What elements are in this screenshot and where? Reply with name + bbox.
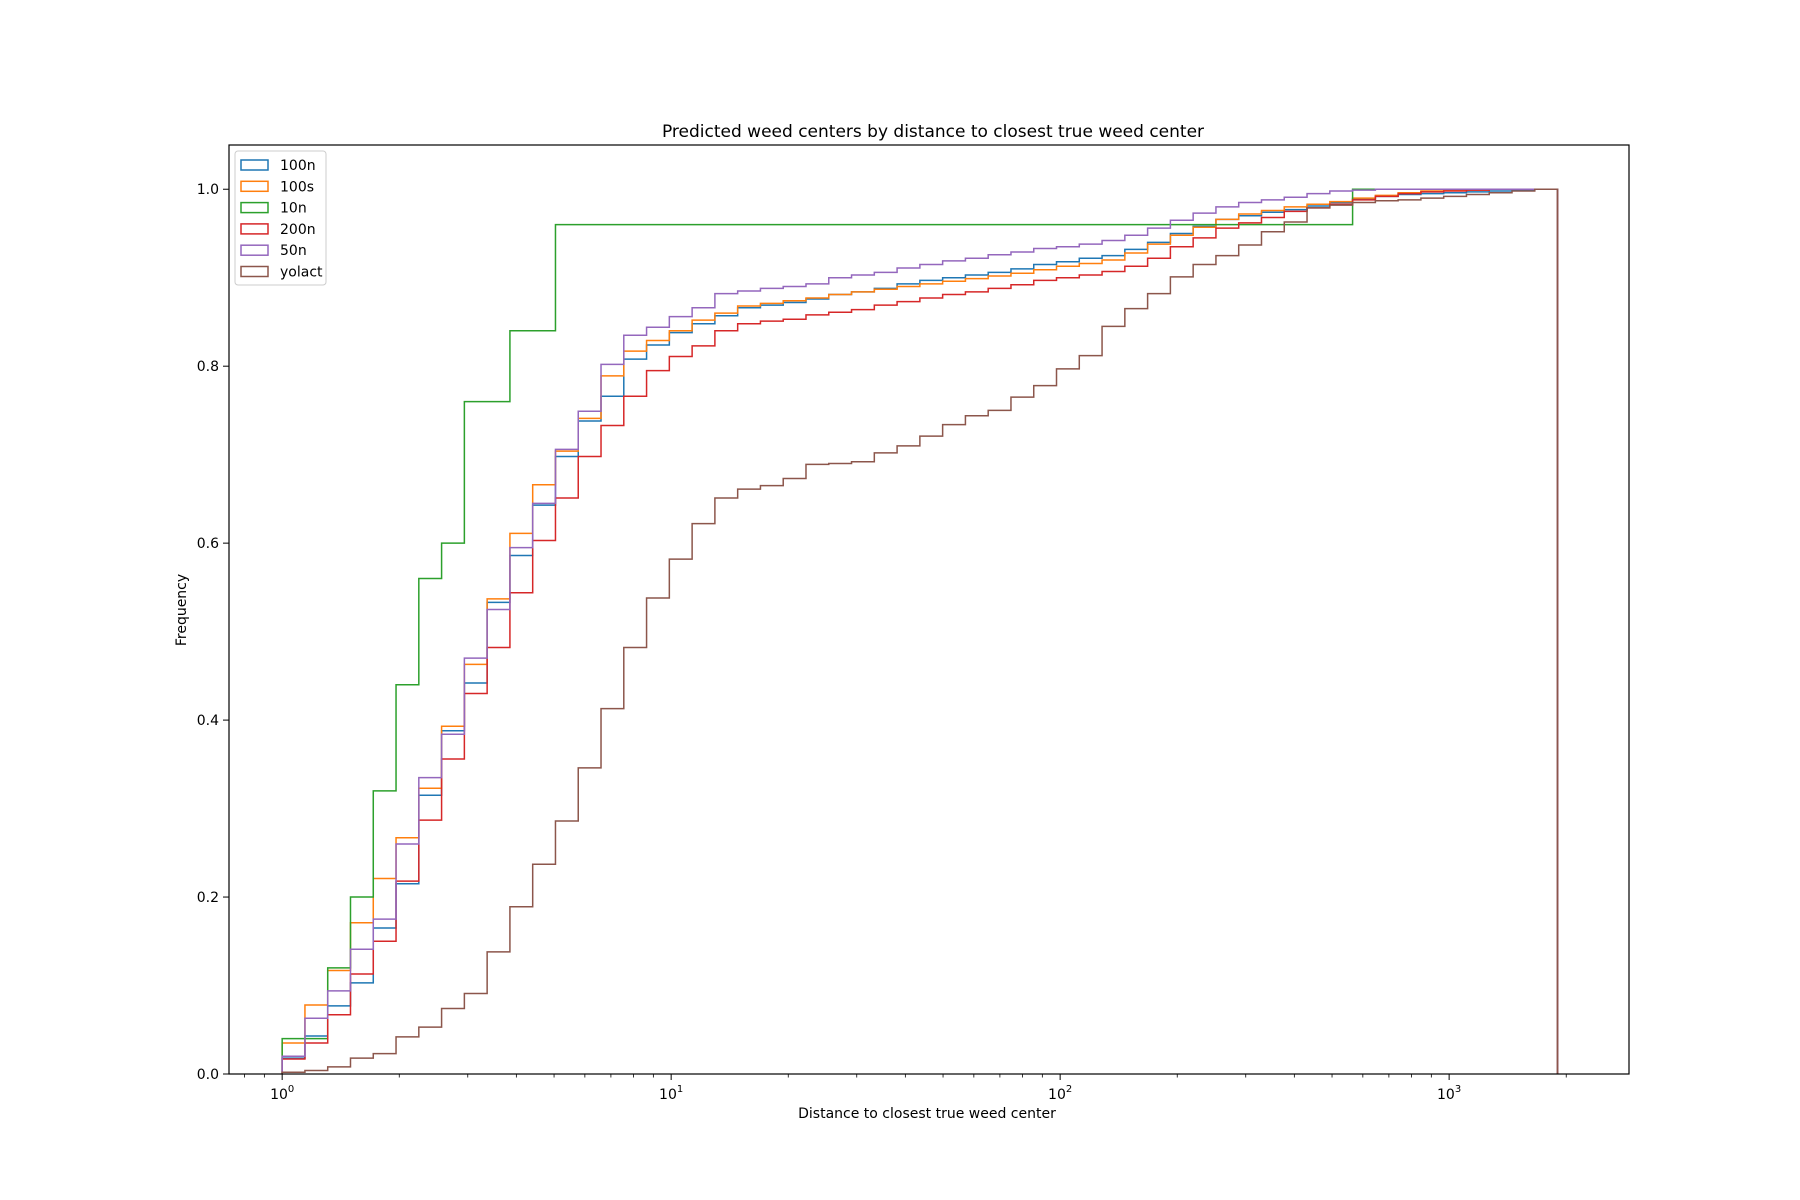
y-tick-label: 0.0: [197, 1067, 219, 1083]
x-tick-label: 101: [659, 1084, 683, 1103]
chart-title: Predicted weed centers by distance to cl…: [662, 122, 1204, 142]
legend-swatch-yolact: [240, 265, 269, 278]
legend-label-100n: 100n: [280, 158, 316, 174]
legend-label-50n: 50n: [280, 243, 307, 259]
y-tick-label: 0.4: [197, 713, 219, 729]
x-tick-label: 100: [270, 1084, 294, 1103]
legend-swatch-200n: [240, 223, 269, 235]
legend-swatch-10n: [240, 201, 269, 214]
y-tick-label: 0.2: [197, 890, 219, 906]
x-tick-label: 102: [1048, 1084, 1072, 1103]
legend-label-200n: 200n: [280, 222, 316, 238]
series-layer: [281, 188, 1559, 1074]
legend-label-10n: 10n: [280, 201, 307, 217]
y-axis: 0.0 0.2 0.4 0.6 0.8 1.0: [197, 182, 229, 1083]
legend-swatch-100n: [240, 159, 269, 171]
plot-area-frame: [228, 144, 1630, 1075]
series-10n-line: [281, 188, 1559, 1074]
legend: 100n 100s 10n 200n 50n yolact: [234, 150, 327, 286]
legend-swatch-50n: [240, 244, 269, 256]
x-axis-label: Distance to closest true weed center: [798, 1106, 1056, 1122]
legend-box: [234, 150, 327, 286]
legend-swatch-100s: [240, 180, 269, 193]
series-yolact-line: [281, 188, 1559, 1074]
legend-label-100s: 100s: [280, 179, 314, 195]
y-tick-label: 0.8: [197, 359, 219, 375]
x-tick-label: 103: [1437, 1084, 1461, 1103]
series-50n-line: [281, 188, 1559, 1074]
y-axis-label: Frequency: [174, 574, 190, 646]
x-axis: 100 101 102 103: [244, 1074, 1567, 1103]
y-tick-label: 1.0: [197, 182, 219, 198]
y-tick-label: 0.6: [197, 536, 219, 552]
legend-label-yolact: yolact: [280, 265, 323, 281]
